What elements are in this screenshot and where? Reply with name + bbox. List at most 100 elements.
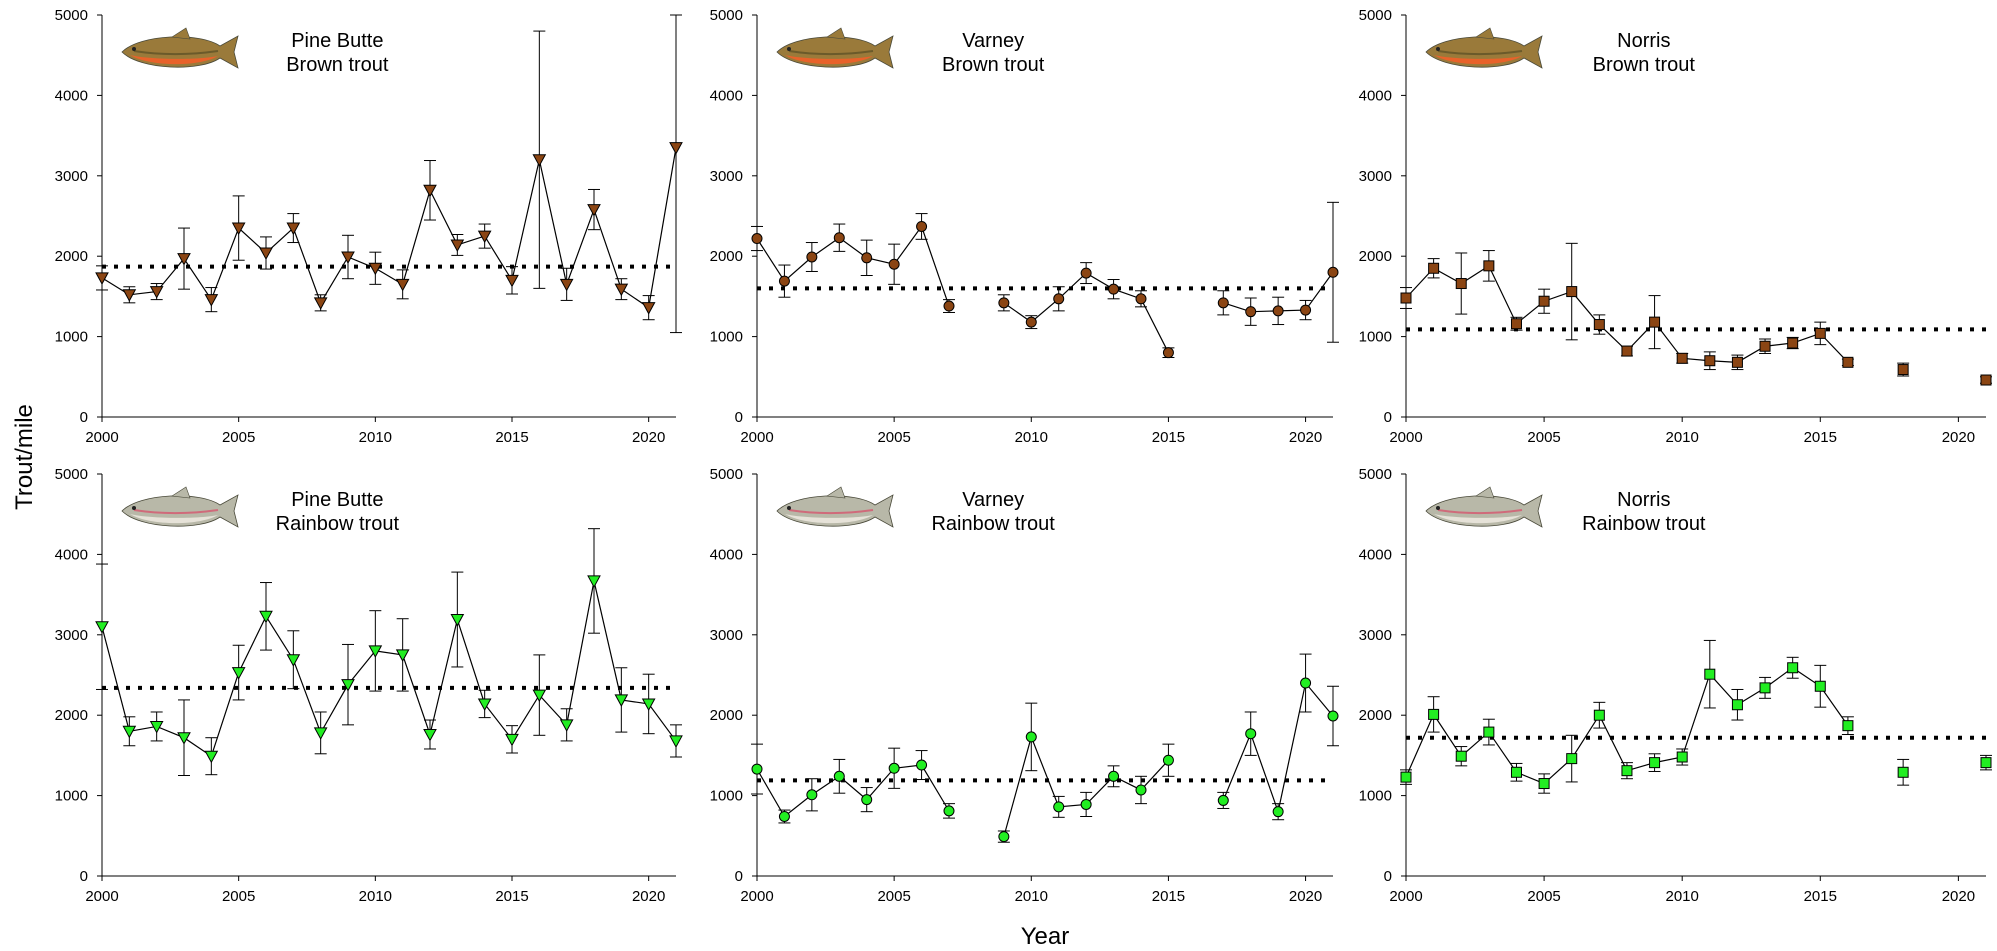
y-tick-label: 1000 xyxy=(55,788,88,805)
fish-belly xyxy=(785,55,873,65)
y-tick-label: 4000 xyxy=(1359,546,1392,563)
data-point xyxy=(1621,765,1633,777)
series-line xyxy=(756,764,950,818)
chart-panel-bottom-right: 0 1000 2000 3000 4000 5000 2000 2005 2010 2015 202… xyxy=(1359,466,1992,905)
data-point xyxy=(943,805,955,817)
y-tick-label: 1000 xyxy=(55,329,88,346)
data-point xyxy=(559,278,574,292)
data-point xyxy=(1676,352,1688,364)
fish-stripe xyxy=(788,50,874,55)
fish-eye xyxy=(132,506,136,510)
y-tick-label: 5000 xyxy=(1359,466,1392,483)
x-tick-label: 2020 xyxy=(1942,888,1975,905)
y-tick-label: 2000 xyxy=(1359,248,1392,265)
data-point xyxy=(1053,801,1065,813)
data-point xyxy=(1300,304,1312,316)
x-tick-label: 2005 xyxy=(1527,429,1560,446)
y-tick-label: 2000 xyxy=(710,707,743,724)
data-point xyxy=(368,645,383,658)
fish-eye xyxy=(132,47,136,51)
data-point xyxy=(1428,708,1440,720)
data-point xyxy=(916,759,928,771)
y-tick-label: 3000 xyxy=(1359,627,1392,644)
data-point xyxy=(505,274,519,288)
x-tick-label: 2005 xyxy=(222,429,255,446)
data-point xyxy=(1759,682,1771,694)
fish-dorsal-fin xyxy=(1475,27,1495,40)
data-point xyxy=(1327,710,1339,722)
panel-title-species: Brown trout xyxy=(286,54,389,76)
data-point xyxy=(1566,753,1578,765)
data-point xyxy=(95,621,109,634)
y-tick-label: 1000 xyxy=(1359,788,1392,805)
data-point xyxy=(1897,364,1909,376)
y-tick-label: 5000 xyxy=(710,7,743,24)
y-tick-label: 3000 xyxy=(1359,168,1392,185)
data-point xyxy=(559,719,574,732)
y-tick-label: 1000 xyxy=(710,329,743,346)
data-point xyxy=(177,732,191,745)
data-point xyxy=(450,239,465,252)
y-tick-label: 2000 xyxy=(55,707,88,724)
data-point xyxy=(1053,293,1065,305)
data-point xyxy=(204,750,219,764)
rainbow-trout-icon xyxy=(776,486,894,528)
data-point xyxy=(1787,337,1799,349)
data-point xyxy=(587,204,601,217)
data-point xyxy=(614,283,629,297)
x-tick-label: 2000 xyxy=(740,888,773,905)
x-tick-label: 2010 xyxy=(359,429,392,446)
panel-title-species: Rainbow trout xyxy=(276,513,400,535)
data-point xyxy=(1814,327,1826,339)
fish-eye xyxy=(787,506,791,510)
panel-title-species: Brown trout xyxy=(1593,54,1696,76)
data-point xyxy=(231,667,246,680)
data-point xyxy=(1538,778,1550,790)
data-point xyxy=(395,649,410,662)
data-point xyxy=(1217,297,1229,309)
rainbow-trout-icon xyxy=(121,486,239,528)
panel-title-site: Norris xyxy=(1617,489,1670,511)
fish-stripe xyxy=(1437,509,1523,514)
data-point xyxy=(1162,754,1174,766)
data-point xyxy=(1842,720,1854,732)
fish-eye xyxy=(1436,47,1440,51)
y-tick-label: 2000 xyxy=(55,248,88,265)
fish-stripe xyxy=(133,509,219,514)
y-tick-label: 1000 xyxy=(1359,329,1392,346)
x-tick-label: 2000 xyxy=(1389,429,1422,446)
data-point xyxy=(1455,278,1467,290)
y-tick-label: 4000 xyxy=(710,546,743,563)
data-point xyxy=(641,698,656,711)
data-point xyxy=(861,252,873,264)
y-tick-label: 3000 xyxy=(710,168,743,185)
fish-dorsal-fin xyxy=(171,486,191,499)
data-point xyxy=(1245,306,1257,318)
fish-stripe xyxy=(788,509,874,514)
x-tick-label: 2020 xyxy=(1289,888,1322,905)
data-point xyxy=(1272,806,1284,818)
x-tick-label: 2005 xyxy=(222,888,255,905)
x-tick-label: 2010 xyxy=(1666,429,1699,446)
x-tick-label: 2000 xyxy=(85,888,118,905)
x-axis-label: Year xyxy=(1021,923,1070,950)
data-point xyxy=(313,727,328,740)
data-point xyxy=(1300,677,1312,689)
x-tick-label: 2015 xyxy=(1152,888,1185,905)
data-point xyxy=(1593,709,1605,721)
data-point xyxy=(341,679,355,692)
panels-layer: 0 1000 2000 3000 4000 5000 2000 2005 2010 2015 202… xyxy=(55,7,1992,905)
data-point xyxy=(1135,293,1147,305)
data-point xyxy=(341,251,355,265)
y-tick-label: 3000 xyxy=(710,627,743,644)
y-tick-label: 4000 xyxy=(55,546,88,563)
rainbow-trout-icon xyxy=(1425,486,1543,528)
data-point xyxy=(778,275,790,287)
data-point xyxy=(313,297,328,310)
fish-belly xyxy=(785,514,873,524)
fish-belly xyxy=(1434,514,1522,524)
y-tick-label: 3000 xyxy=(55,627,88,644)
data-point xyxy=(1980,374,1992,386)
series-line xyxy=(1003,272,1169,353)
